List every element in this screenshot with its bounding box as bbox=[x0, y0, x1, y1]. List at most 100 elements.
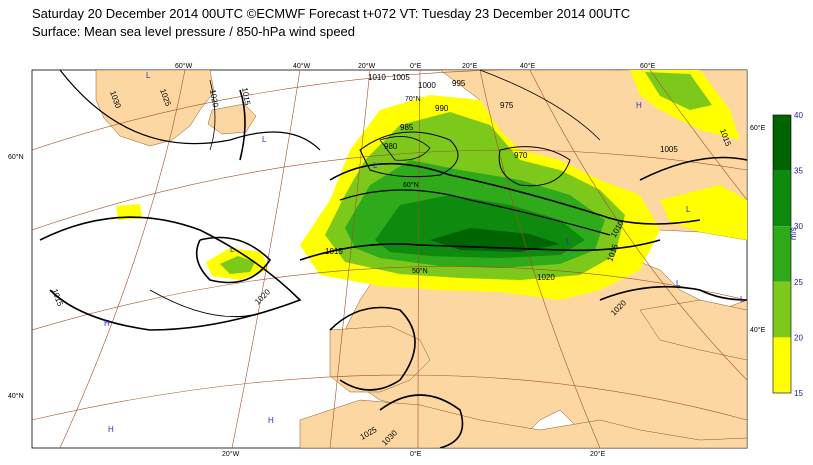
low-centre: L bbox=[262, 135, 267, 144]
isobar-label: 1020 bbox=[208, 89, 220, 109]
lon-bottom-label: 20°W bbox=[222, 450, 240, 458]
lon-bottom-label: 20°E bbox=[590, 450, 606, 458]
lon-40w bbox=[231, 70, 301, 448]
colorbar-unit: m/s bbox=[789, 227, 798, 240]
isobar-label: 985 bbox=[400, 123, 414, 132]
isobar-990 bbox=[498, 146, 571, 187]
isobar-label: 980 bbox=[384, 142, 398, 151]
isobar-label: 1020 bbox=[537, 273, 555, 282]
high-centre: H bbox=[636, 101, 642, 110]
low-centre: L bbox=[686, 205, 691, 214]
lon-40e bbox=[529, 70, 747, 381]
colorbar-tick-label: 35 bbox=[794, 167, 803, 176]
low-centre: L bbox=[676, 279, 681, 288]
lon-top-label: 20°E bbox=[462, 62, 478, 70]
lon-bottom-label: 0°E bbox=[410, 450, 422, 458]
wind-speed-shading bbox=[116, 70, 747, 300]
land-north-africa bbox=[299, 399, 747, 448]
low-centre: L bbox=[373, 161, 378, 170]
wind-patch-east bbox=[660, 185, 747, 240]
lon-top-label: 0°E bbox=[410, 62, 422, 70]
colorbar-tick-label: 20 bbox=[794, 333, 803, 342]
low-centre: L bbox=[230, 245, 235, 254]
high-centre: H bbox=[104, 319, 110, 328]
lat-left-label: 60°N bbox=[8, 153, 24, 161]
colorbar-swatch bbox=[773, 115, 791, 171]
low-centre: L bbox=[146, 71, 151, 80]
isobar-1020-atlantic bbox=[149, 289, 271, 318]
lon-0 bbox=[417, 70, 421, 448]
land-iberia bbox=[329, 325, 431, 393]
isobar-970 bbox=[379, 136, 431, 161]
lat-70 bbox=[32, 70, 620, 151]
map-subtitle: Surface: Mean sea level pressure / 850-h… bbox=[32, 24, 356, 39]
lon-top-label: 20°W bbox=[358, 62, 376, 70]
lon-top-label: 60°W bbox=[175, 62, 193, 70]
colorbar-swatch bbox=[773, 226, 791, 282]
lat-50 bbox=[32, 266, 747, 331]
inner-lat-label: 70°N bbox=[405, 95, 421, 103]
isobar-label: 1015 bbox=[240, 87, 252, 107]
isobar-label: 1015 bbox=[325, 247, 343, 256]
graticule-labels: 60°W 40°W 20°W 0°E 20°E 40°E 60°E 20°W 0… bbox=[8, 62, 766, 458]
isobar-1015-east bbox=[639, 156, 747, 181]
lon-top-label: 40°W bbox=[293, 62, 311, 70]
high-centre: H bbox=[108, 425, 114, 434]
isobar-label: 975 bbox=[500, 101, 514, 110]
isobar-label: 1005 bbox=[660, 145, 678, 154]
inner-lat-label: 60°N bbox=[403, 181, 419, 189]
lat-60 bbox=[32, 149, 747, 231]
map-title: Saturday 20 December 2014 00UTC ©ECMWF F… bbox=[32, 6, 631, 21]
isobar-1020-north bbox=[209, 79, 216, 151]
lat-left-label: 40°N bbox=[8, 392, 24, 400]
isobar-1015 bbox=[299, 239, 661, 261]
isobar-1010 bbox=[339, 189, 611, 236]
lat-right-label: 60°E bbox=[750, 124, 766, 132]
colorbar-swatch bbox=[773, 281, 791, 338]
isobar-1025 bbox=[379, 394, 464, 448]
lon-20w bbox=[329, 70, 371, 448]
isobar-980 bbox=[359, 131, 459, 178]
colorbar-frame bbox=[772, 114, 792, 394]
isobar-1020-west bbox=[39, 216, 302, 331]
high-centre: H bbox=[268, 416, 274, 425]
colorbar: 40 35 30 25 20 15 m/s bbox=[772, 111, 803, 398]
colorbar-swatch bbox=[773, 170, 791, 227]
isobar-995 bbox=[479, 70, 601, 141]
isobar-label: 995 bbox=[452, 79, 466, 88]
wind-patch-west bbox=[116, 204, 142, 220]
isobar-label: 990 bbox=[435, 104, 449, 113]
lon-60w bbox=[59, 70, 186, 448]
lon-top-label: 40°E bbox=[520, 62, 536, 70]
pressure-centres: L L L L L H H L L L H H bbox=[104, 71, 745, 434]
colorbar-tick-label: 30 bbox=[794, 222, 803, 231]
lat-right-label: 40°E bbox=[750, 326, 766, 334]
isobar-label: 970 bbox=[514, 151, 528, 160]
colorbar-tick-label: 40 bbox=[794, 111, 803, 120]
colorbar-swatch bbox=[773, 337, 791, 393]
isobar-1015-north bbox=[239, 89, 246, 161]
isobar-lines bbox=[39, 70, 747, 448]
isobar-1030 bbox=[59, 70, 321, 151]
wind-patch-atlantic-inner bbox=[220, 256, 255, 274]
colorbar-tick-label: 15 bbox=[794, 389, 803, 398]
isobar-low-atlantic bbox=[195, 236, 272, 284]
land-anatolia bbox=[639, 299, 747, 361]
isobar-1020-iberia bbox=[329, 306, 416, 391]
lon-60e bbox=[649, 70, 747, 201]
colorbar-tick-label: 25 bbox=[794, 278, 803, 287]
isobar-label: 1005 bbox=[392, 73, 410, 82]
isobar-label: 1000 bbox=[418, 81, 436, 90]
inner-lat-label: 50°N bbox=[412, 267, 428, 275]
isobar-1020-east bbox=[599, 285, 747, 301]
low-centre: L bbox=[740, 295, 745, 304]
graticule-lines bbox=[32, 70, 747, 448]
isobar-1005 bbox=[329, 162, 701, 225]
lon-20e bbox=[479, 70, 601, 448]
isobar-label: 1010 bbox=[368, 73, 386, 82]
lon-top-label: 60°E bbox=[640, 62, 656, 70]
low-centre: L bbox=[566, 237, 571, 246]
wind-patch-northeast-inner bbox=[645, 72, 712, 110]
lat-40 bbox=[32, 374, 747, 421]
